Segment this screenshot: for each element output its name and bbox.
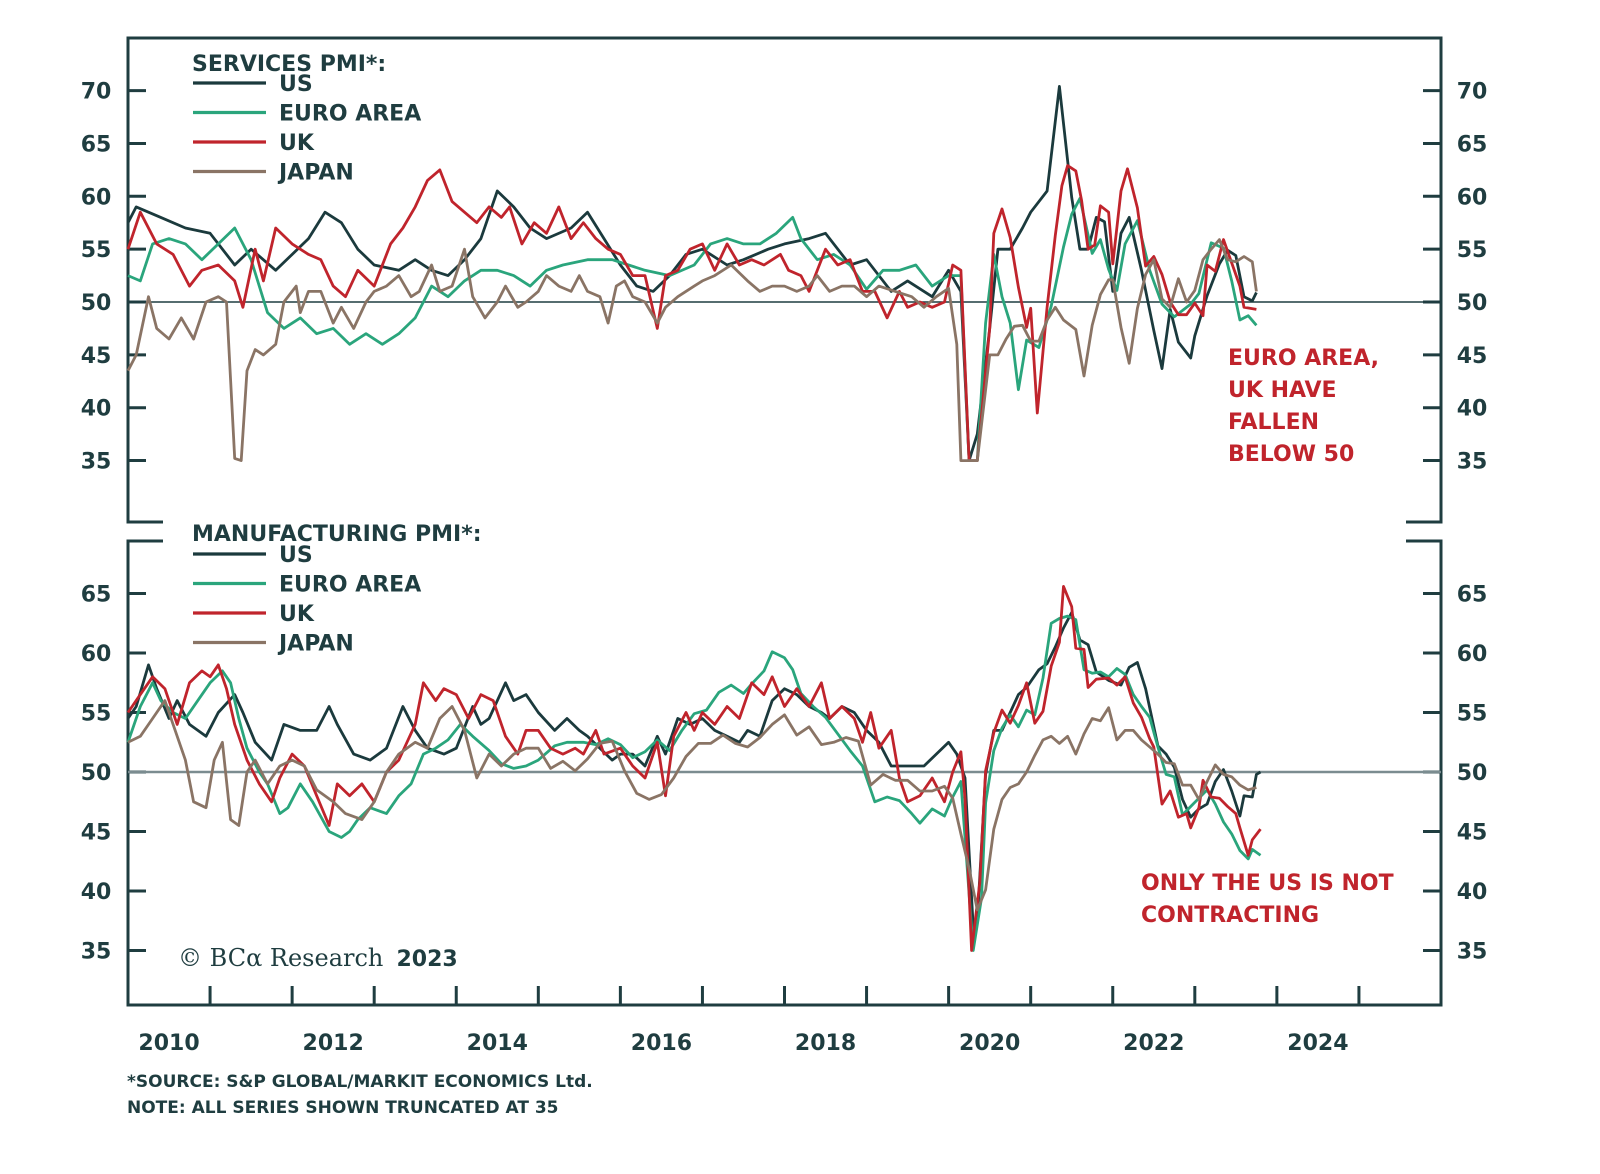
copyright: © BCα Research 2023 <box>178 944 458 972</box>
footer-source: *SOURCE: S&P GLOBAL/MARKIT ECONOMICS Ltd… <box>127 1072 593 1092</box>
manufacturing-annotation: ONLY THE US IS NOT CONTRACTING <box>1141 871 1394 928</box>
manufacturing-legend-label-euro-area: EURO AREA <box>279 573 421 598</box>
services-ytick-label-left-35: 35 <box>81 450 112 475</box>
copyright-year: 2023 <box>396 947 457 972</box>
x-label-2016: 2016 <box>631 1031 692 1056</box>
services-annotation-line-4: BELOW 50 <box>1228 442 1354 467</box>
footer: *SOURCE: S&P GLOBAL/MARKIT ECONOMICS Ltd… <box>127 1072 593 1118</box>
manufacturing-ytick-label-left-55: 55 <box>81 702 112 727</box>
services-ytick-label-left-70: 70 <box>81 80 112 105</box>
services-ytick-label-left-60: 60 <box>81 185 112 210</box>
services-ytick-label-right-45: 45 <box>1457 344 1488 369</box>
manufacturing-series-lines <box>126 585 1262 952</box>
services-ytick-label-right-50: 50 <box>1457 291 1488 316</box>
x-label-2018: 2018 <box>795 1031 856 1056</box>
manufacturing-pmi-panel: 35 35 40 40 45 45 50 50 55 55 60 60 65 65 MANUFACTURI… <box>81 522 1488 1007</box>
x-label-2012: 2012 <box>303 1031 364 1056</box>
manufacturing-ytick-label-right-35: 35 <box>1457 940 1488 965</box>
manufacturing-ytick-label-left-40: 40 <box>81 880 112 905</box>
x-axis-labels: 2010 2012 2014 2016 2018 2020 2022 2024 <box>138 1031 1348 1056</box>
manufacturing-legend-label-us: US <box>279 543 313 568</box>
manufacturing-ytick-label-left-35: 35 <box>81 940 112 965</box>
manufacturing-annotation-line-2: CONTRACTING <box>1141 903 1319 928</box>
manufacturing-legend-label-uk: UK <box>279 602 315 627</box>
services-ytick-label-right-40: 40 <box>1457 397 1488 422</box>
services-series-lines <box>126 85 1258 463</box>
x-label-2020: 2020 <box>959 1031 1020 1056</box>
services-ytick-label-left-40: 40 <box>81 397 112 422</box>
services-annotation-line-2: UK HAVE <box>1228 378 1337 403</box>
manufacturing-ytick-label-right-65: 65 <box>1457 583 1488 608</box>
services-y-ticks: 35 35 40 40 45 45 50 50 55 55 60 60 65 65 70 70 <box>81 80 1488 475</box>
services-ytick-label-left-50: 50 <box>81 291 112 316</box>
services-legend-label-japan: JAPAN <box>277 161 354 186</box>
manufacturing-ytick-label-left-50: 50 <box>81 761 112 786</box>
manufacturing-ytick-label-right-45: 45 <box>1457 821 1488 846</box>
manufacturing-ytick-label-right-60: 60 <box>1457 642 1488 667</box>
manufacturing-legend-title: MANUFACTURING PMI*: <box>192 522 482 547</box>
services-panel-frame <box>126 36 1443 524</box>
manufacturing-series-us <box>126 611 1262 929</box>
services-series-us <box>126 85 1258 463</box>
manufacturing-annotation-line-1: ONLY THE US IS NOT <box>1141 871 1394 896</box>
manufacturing-ytick-label-right-50: 50 <box>1457 761 1488 786</box>
manufacturing-series-euro-area <box>126 614 1262 952</box>
services-ytick-label-left-55: 55 <box>81 238 112 263</box>
services-annotation-line-3: FALLEN <box>1228 410 1319 435</box>
services-legend: SERVICES PMI*: US EURO AREA UK JAPAN <box>192 52 421 186</box>
svg-text:© BCα Research 2023: © BCα Research 2023 <box>178 944 458 972</box>
manufacturing-ytick-label-left-45: 45 <box>81 821 112 846</box>
services-annotation-line-1: EURO AREA, <box>1228 346 1379 371</box>
manufacturing-ytick-label-right-40: 40 <box>1457 880 1488 905</box>
services-series-japan <box>126 238 1258 463</box>
services-legend-label-euro-area: EURO AREA <box>279 102 421 127</box>
manufacturing-legend: MANUFACTURING PMI*: US EURO AREA UK JAPAN <box>192 522 482 657</box>
manufacturing-ytick-label-right-55: 55 <box>1457 702 1488 727</box>
x-axis-ticks <box>208 986 1361 1005</box>
manufacturing-series-japan <box>127 699 1257 912</box>
services-ytick-label-right-55: 55 <box>1457 238 1488 263</box>
footer-note: NOTE: ALL SERIES SHOWN TRUNCATED AT 35 <box>127 1098 559 1118</box>
services-ytick-label-left-45: 45 <box>81 344 112 369</box>
x-label-2010: 2010 <box>138 1031 199 1056</box>
services-ytick-label-right-70: 70 <box>1457 80 1488 105</box>
services-legend-label-uk: UK <box>279 131 315 156</box>
manufacturing-series-uk <box>126 585 1262 952</box>
x-label-2014: 2014 <box>467 1031 528 1056</box>
manufacturing-ytick-label-left-60: 60 <box>81 642 112 667</box>
services-ytick-label-right-65: 65 <box>1457 132 1488 157</box>
manufacturing-ytick-label-left-65: 65 <box>81 583 112 608</box>
services-ytick-label-right-35: 35 <box>1457 450 1488 475</box>
manufacturing-legend-label-japan: JAPAN <box>277 632 354 657</box>
services-legend-title: SERVICES PMI*: <box>192 52 386 77</box>
services-pmi-panel: 35 35 40 40 45 45 50 50 55 55 60 60 65 65 70 70 SERVICE… <box>81 36 1488 524</box>
services-legend-label-us: US <box>279 72 313 97</box>
x-label-2022: 2022 <box>1123 1031 1184 1056</box>
services-ytick-label-right-60: 60 <box>1457 185 1488 210</box>
services-series-uk <box>126 164 1257 463</box>
services-annotation: EURO AREA, UK HAVE FALLEN BELOW 50 <box>1228 346 1379 467</box>
x-label-2024: 2024 <box>1287 1031 1348 1056</box>
copyright-brand: © BCα Research <box>178 944 383 972</box>
services-ytick-label-left-65: 65 <box>81 132 112 157</box>
